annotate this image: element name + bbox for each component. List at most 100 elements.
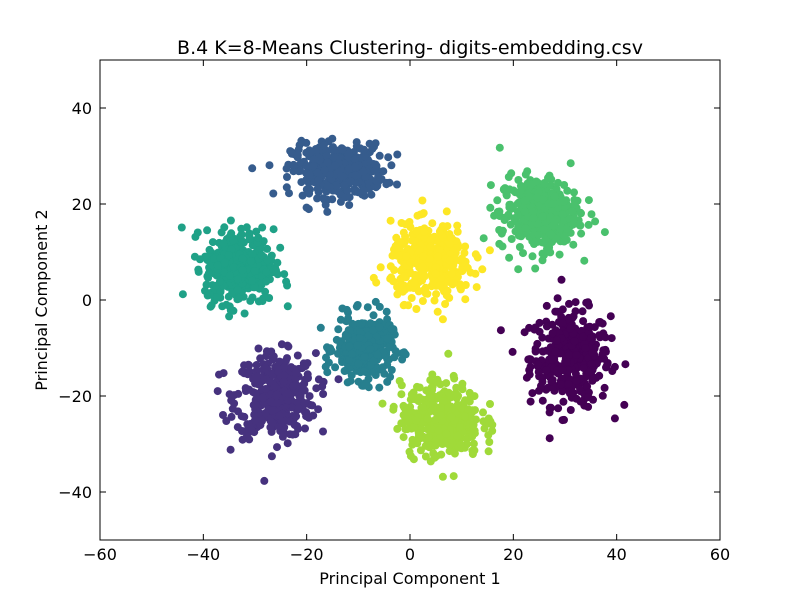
data-point: [406, 258, 415, 267]
data-point: [572, 377, 581, 385]
data-point: [399, 433, 408, 442]
data-point: [328, 195, 337, 204]
data-point: [579, 364, 588, 373]
data-point: [217, 228, 226, 237]
data-point: [345, 201, 354, 209]
data-point: [225, 271, 234, 280]
data-point: [610, 362, 619, 371]
data-point: [531, 264, 540, 273]
data-point: [400, 272, 409, 280]
data-point: [591, 217, 600, 226]
data-point: [282, 277, 291, 286]
data-point: [520, 328, 529, 337]
data-point: [418, 196, 427, 205]
data-point: [289, 160, 298, 169]
data-point: [620, 400, 629, 409]
data-point: [351, 320, 360, 329]
data-point: [177, 223, 186, 232]
data-point: [439, 397, 448, 405]
data-point: [302, 138, 311, 147]
data-point: [261, 385, 270, 393]
data-point: [553, 294, 562, 303]
data-point: [334, 325, 343, 334]
data-point: [448, 269, 456, 278]
data-point: [375, 323, 384, 332]
data-point: [360, 152, 369, 161]
data-point: [257, 251, 266, 260]
data-point: [225, 312, 234, 321]
data-point: [410, 278, 419, 287]
data-point: [344, 150, 353, 158]
data-point: [273, 364, 282, 372]
data-point: [506, 220, 515, 229]
data-point: [320, 166, 329, 175]
data-point: [196, 255, 204, 264]
data-point: [251, 405, 260, 414]
data-point: [460, 412, 469, 421]
data-point: [298, 364, 307, 373]
data-point: [368, 144, 377, 153]
data-point: [395, 251, 404, 260]
data-point: [311, 349, 320, 358]
data-point: [178, 290, 187, 299]
data-point: [234, 389, 243, 398]
data-point: [332, 181, 341, 190]
data-point: [423, 425, 432, 434]
data-point: [607, 334, 616, 343]
data-point: [393, 150, 402, 159]
data-point: [419, 252, 428, 261]
data-point: [404, 417, 413, 426]
data-point: [237, 230, 246, 239]
data-point: [226, 445, 235, 454]
data-point: [501, 184, 509, 193]
data-point: [293, 151, 302, 160]
data-point: [505, 200, 514, 209]
data-point: [464, 405, 473, 414]
data-point: [584, 220, 593, 229]
data-point: [252, 227, 261, 236]
data-point: [314, 375, 323, 384]
data-point: [558, 210, 567, 219]
data-point: [530, 240, 538, 248]
data-point: [280, 270, 289, 279]
data-point: [265, 294, 274, 302]
data-point: [432, 263, 440, 272]
data-point: [275, 357, 284, 366]
data-point: [334, 375, 343, 384]
data-point: [285, 189, 293, 198]
data-point: [450, 374, 459, 383]
data-point: [240, 309, 249, 318]
data-point: [416, 210, 425, 219]
data-point: [262, 268, 271, 277]
data-point: [228, 404, 237, 413]
data-point: [457, 254, 466, 263]
data-point: [254, 344, 263, 353]
data-point: [322, 151, 331, 160]
data-point: [224, 251, 233, 260]
data-point: [521, 224, 530, 232]
data-point: [533, 193, 542, 202]
data-point: [250, 416, 259, 425]
data-point: [432, 237, 441, 245]
data-point: [352, 302, 361, 311]
data-point: [531, 323, 540, 332]
data-point: [276, 243, 285, 252]
data-point: [405, 447, 414, 456]
data-point: [302, 148, 311, 157]
data-point: [316, 323, 325, 332]
data-point: [430, 296, 439, 305]
data-point: [360, 353, 369, 361]
data-point: [559, 197, 568, 206]
data-point: [534, 231, 543, 240]
data-point: [584, 196, 593, 205]
data-point: [407, 390, 416, 399]
data-point: [273, 258, 282, 267]
data-point: [283, 439, 292, 448]
data-point: [283, 354, 291, 363]
data-point: [566, 406, 575, 414]
data-point: [219, 369, 228, 378]
data-point: [355, 334, 364, 342]
data-point: [387, 366, 396, 374]
data-point: [524, 355, 533, 364]
data-point: [423, 414, 432, 423]
